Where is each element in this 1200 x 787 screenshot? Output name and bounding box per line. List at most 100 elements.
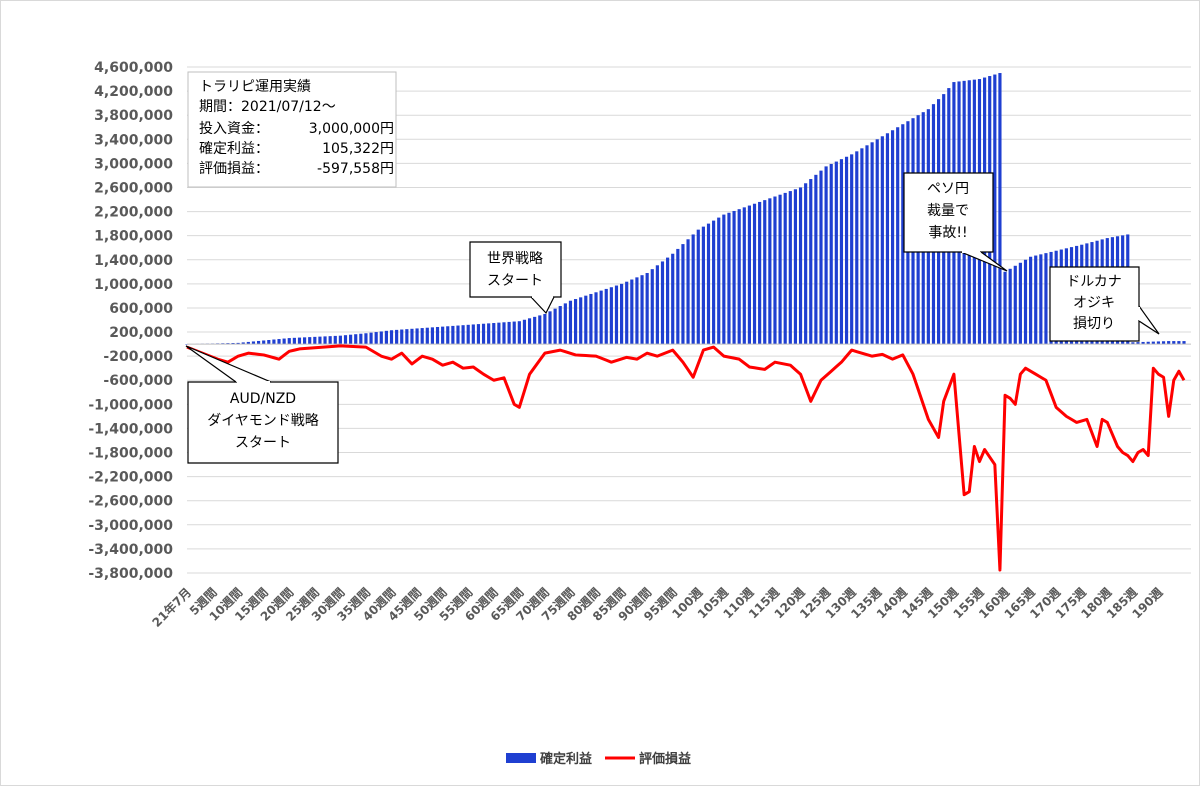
bar xyxy=(272,339,276,345)
bar xyxy=(471,324,475,345)
bar xyxy=(829,163,833,345)
bar xyxy=(885,133,890,345)
bar xyxy=(1039,254,1043,345)
bar xyxy=(359,333,363,345)
bar xyxy=(415,328,419,345)
bar xyxy=(589,293,593,345)
bar xyxy=(287,338,291,345)
y-tick-label: 1,800,000 xyxy=(94,229,173,245)
bar xyxy=(870,142,874,345)
bar xyxy=(1044,253,1048,345)
bar xyxy=(880,136,884,345)
line-series-hyoka xyxy=(186,344,1186,572)
y-axis-ticks: 4,600,000 4,200,000 3,800,000 3,400,000 3,00… xyxy=(88,60,173,582)
bar xyxy=(660,261,665,345)
bar xyxy=(783,192,787,345)
bar xyxy=(778,194,782,345)
bar xyxy=(405,329,409,345)
bar xyxy=(1023,259,1028,345)
bar xyxy=(282,338,286,345)
bar xyxy=(548,311,552,345)
bar xyxy=(1141,341,1145,345)
bar xyxy=(1018,262,1022,345)
callout-peso: ペソ円 裁量で 事故!! xyxy=(903,172,1008,272)
callout-peso-line3: 事故!! xyxy=(928,225,967,241)
callout-world: 世界戦略 スタート xyxy=(469,241,562,315)
bar xyxy=(466,324,470,345)
bar xyxy=(609,287,613,345)
bar xyxy=(804,183,808,345)
callout-audnzd: AUD/NZD ダイヤモンド戦略 スタート xyxy=(185,345,339,464)
y-tick-label: -200,000 xyxy=(103,349,173,365)
info-realized-value: 105,322円 xyxy=(322,141,394,157)
legend-swatch-kakutei xyxy=(506,753,536,763)
bar xyxy=(686,239,690,345)
y-tick-label: -3,000,000 xyxy=(88,518,173,534)
bar xyxy=(1146,341,1150,345)
bar xyxy=(701,226,705,345)
bar xyxy=(896,127,900,345)
bar xyxy=(1161,341,1166,345)
y-tick-label: 4,600,000 xyxy=(94,60,173,76)
bar xyxy=(425,327,429,345)
bar xyxy=(384,330,388,345)
info-period: 期間：2021/07/12～ xyxy=(199,99,336,115)
callout-peso-line1: ペソ円 xyxy=(927,181,969,197)
bar xyxy=(614,285,619,345)
bar xyxy=(798,187,803,345)
bar xyxy=(706,223,711,345)
bar xyxy=(671,253,675,345)
callout-audnzd-line2: ダイヤモンド戦略 xyxy=(207,413,319,429)
bar xyxy=(722,214,726,345)
y-tick-label: -3,400,000 xyxy=(88,542,173,558)
bar xyxy=(543,313,547,345)
bar xyxy=(435,326,440,345)
bar xyxy=(308,337,312,345)
bar xyxy=(527,318,532,345)
bar xyxy=(993,74,997,345)
bar xyxy=(655,265,659,345)
bar xyxy=(758,201,762,345)
bar xyxy=(1172,341,1176,345)
bar xyxy=(502,322,506,345)
y-tick-label: 1,000,000 xyxy=(94,277,173,293)
info-box: トラリピ運用実績 期間：2021/07/12～ 投入資金： 3,000,000円… xyxy=(187,71,397,188)
bar xyxy=(241,342,245,345)
y-tick-label: 2,600,000 xyxy=(94,180,173,196)
bar xyxy=(691,234,695,345)
y-tick-label: -3,800,000 xyxy=(88,566,173,582)
bar xyxy=(819,170,823,345)
bar xyxy=(998,73,1002,345)
bar xyxy=(533,316,537,345)
info-unrealized-label: 評価損益： xyxy=(199,161,269,177)
bar xyxy=(558,306,562,345)
legend: 確定利益 評価損益 xyxy=(506,751,691,767)
bar xyxy=(461,325,465,345)
bar xyxy=(374,332,378,345)
bar xyxy=(737,209,741,345)
y-tick-label: -2,200,000 xyxy=(88,470,173,486)
bar xyxy=(1156,341,1161,345)
bar xyxy=(323,336,327,345)
legend-label-hyoka: 評価損益 xyxy=(639,751,691,767)
bar xyxy=(855,151,859,345)
bar xyxy=(251,341,256,345)
bar xyxy=(768,198,772,345)
bar xyxy=(620,283,624,345)
bar xyxy=(349,334,353,345)
bar xyxy=(1151,341,1155,345)
y-tick-label: 4,200,000 xyxy=(94,84,173,100)
legend-label-kakutei: 確定利益 xyxy=(540,751,592,767)
bar xyxy=(834,161,838,345)
bar xyxy=(389,330,394,345)
bar xyxy=(809,179,813,345)
bar xyxy=(850,154,854,345)
bar xyxy=(824,166,828,345)
bar xyxy=(650,269,654,345)
bar xyxy=(522,319,527,345)
bar xyxy=(430,327,435,345)
bar xyxy=(594,292,598,345)
bar xyxy=(395,329,399,345)
bar xyxy=(553,308,557,345)
bar xyxy=(487,323,491,345)
